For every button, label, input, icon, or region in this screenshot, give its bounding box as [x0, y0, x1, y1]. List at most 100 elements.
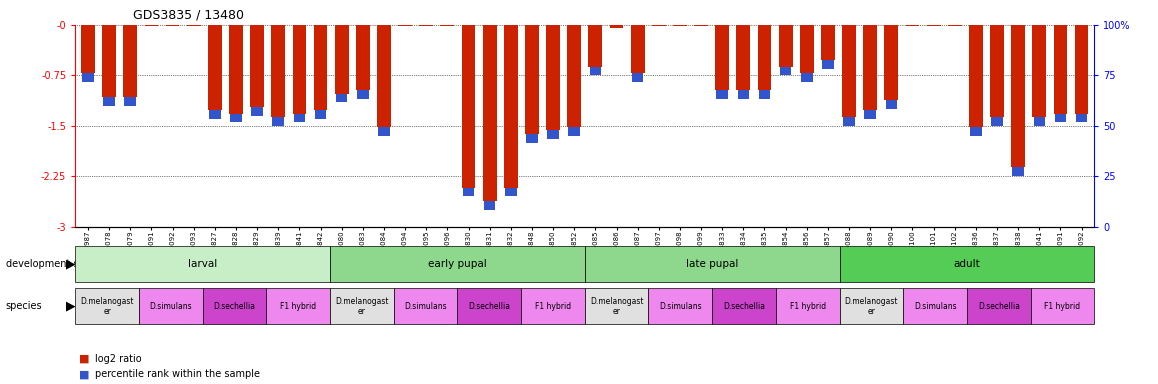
Bar	[103, 97, 115, 106]
Bar	[757, 25, 771, 90]
Bar	[1011, 25, 1025, 167]
Text: D.sechellia: D.sechellia	[723, 302, 765, 311]
Bar	[758, 90, 770, 99]
Bar	[378, 25, 390, 127]
Bar	[717, 90, 728, 99]
Bar	[208, 110, 221, 119]
Bar	[145, 25, 159, 26]
Bar	[800, 25, 814, 73]
Bar	[82, 73, 94, 82]
Bar	[483, 25, 497, 201]
Bar	[801, 73, 813, 82]
Text: D.sechellia: D.sechellia	[977, 302, 1020, 311]
Bar	[631, 25, 645, 73]
Text: F1 hybrid: F1 hybrid	[535, 302, 571, 311]
Text: D.simulans: D.simulans	[914, 302, 957, 311]
Bar	[990, 25, 1004, 117]
Bar	[886, 100, 897, 109]
Bar	[81, 25, 95, 73]
Bar	[1055, 114, 1067, 122]
Bar	[1054, 25, 1068, 114]
Bar	[505, 187, 516, 196]
Text: D.sechellia: D.sechellia	[468, 302, 511, 311]
Bar	[293, 114, 306, 122]
Bar	[208, 25, 221, 110]
Bar	[567, 25, 581, 127]
Bar	[548, 131, 559, 139]
Text: percentile rank within the sample: percentile rank within the sample	[95, 369, 259, 379]
Bar	[736, 25, 750, 90]
Text: D.sechellia: D.sechellia	[213, 302, 256, 311]
Bar	[124, 97, 137, 106]
Bar	[842, 25, 856, 117]
Bar	[166, 25, 179, 26]
Bar	[632, 73, 644, 82]
Text: D.simulans: D.simulans	[404, 302, 447, 311]
Bar	[843, 117, 855, 126]
Bar	[251, 107, 263, 116]
Bar	[970, 127, 982, 136]
Bar	[229, 25, 243, 114]
Bar	[463, 187, 475, 196]
Bar	[609, 25, 623, 28]
Bar	[547, 25, 560, 131]
Text: D.melanogast
er: D.melanogast er	[589, 296, 644, 316]
Text: D.melanogast
er: D.melanogast er	[80, 296, 134, 316]
Bar	[272, 117, 284, 126]
Bar	[885, 25, 899, 100]
Bar	[779, 25, 792, 67]
Bar	[864, 110, 877, 119]
Text: larval: larval	[188, 259, 218, 269]
Bar	[906, 25, 919, 26]
Bar	[821, 25, 835, 60]
Text: D.simulans: D.simulans	[149, 302, 192, 311]
Text: ■: ■	[79, 369, 89, 379]
Text: development stage: development stage	[6, 259, 101, 269]
Bar	[484, 201, 496, 210]
Bar	[357, 90, 368, 99]
Text: F1 hybrid: F1 hybrid	[280, 302, 316, 311]
Bar	[440, 25, 454, 26]
Bar	[652, 25, 666, 26]
Text: D.melanogast
er: D.melanogast er	[844, 296, 899, 316]
Bar	[822, 60, 834, 69]
Text: F1 hybrid: F1 hybrid	[790, 302, 826, 311]
Bar	[419, 25, 433, 26]
Bar	[314, 25, 328, 110]
Bar	[102, 25, 116, 97]
Text: log2 ratio: log2 ratio	[95, 354, 141, 364]
Bar	[926, 25, 940, 26]
Bar	[526, 134, 537, 142]
Bar	[569, 127, 580, 136]
Bar	[588, 25, 602, 67]
Bar	[589, 67, 601, 75]
Text: species: species	[6, 301, 43, 311]
Bar	[271, 25, 285, 117]
Bar	[864, 25, 877, 110]
Bar	[694, 25, 708, 26]
Bar	[462, 25, 476, 187]
Bar	[250, 25, 264, 107]
Bar	[1075, 25, 1089, 114]
Bar	[186, 25, 200, 26]
Bar	[356, 25, 369, 90]
Bar	[969, 25, 983, 127]
Text: adult: adult	[953, 259, 981, 269]
Bar	[525, 25, 538, 134]
Bar	[673, 25, 687, 26]
Text: D.melanogast
er: D.melanogast er	[335, 296, 389, 316]
Bar	[335, 25, 349, 94]
Bar	[230, 114, 242, 122]
Bar	[293, 25, 306, 114]
Text: ▶: ▶	[66, 300, 75, 313]
Text: D.simulans: D.simulans	[659, 302, 702, 311]
Bar	[1033, 25, 1046, 117]
Bar	[1033, 117, 1046, 126]
Text: ■: ■	[79, 354, 89, 364]
Bar	[779, 67, 791, 75]
Bar	[379, 127, 390, 136]
Text: ▶: ▶	[66, 258, 75, 270]
Bar	[398, 25, 412, 26]
Bar	[315, 110, 327, 119]
Bar	[738, 90, 749, 99]
